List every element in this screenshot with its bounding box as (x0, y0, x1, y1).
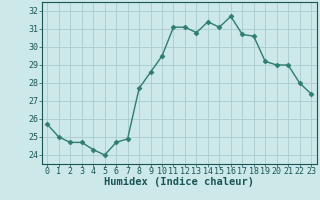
X-axis label: Humidex (Indice chaleur): Humidex (Indice chaleur) (104, 177, 254, 187)
